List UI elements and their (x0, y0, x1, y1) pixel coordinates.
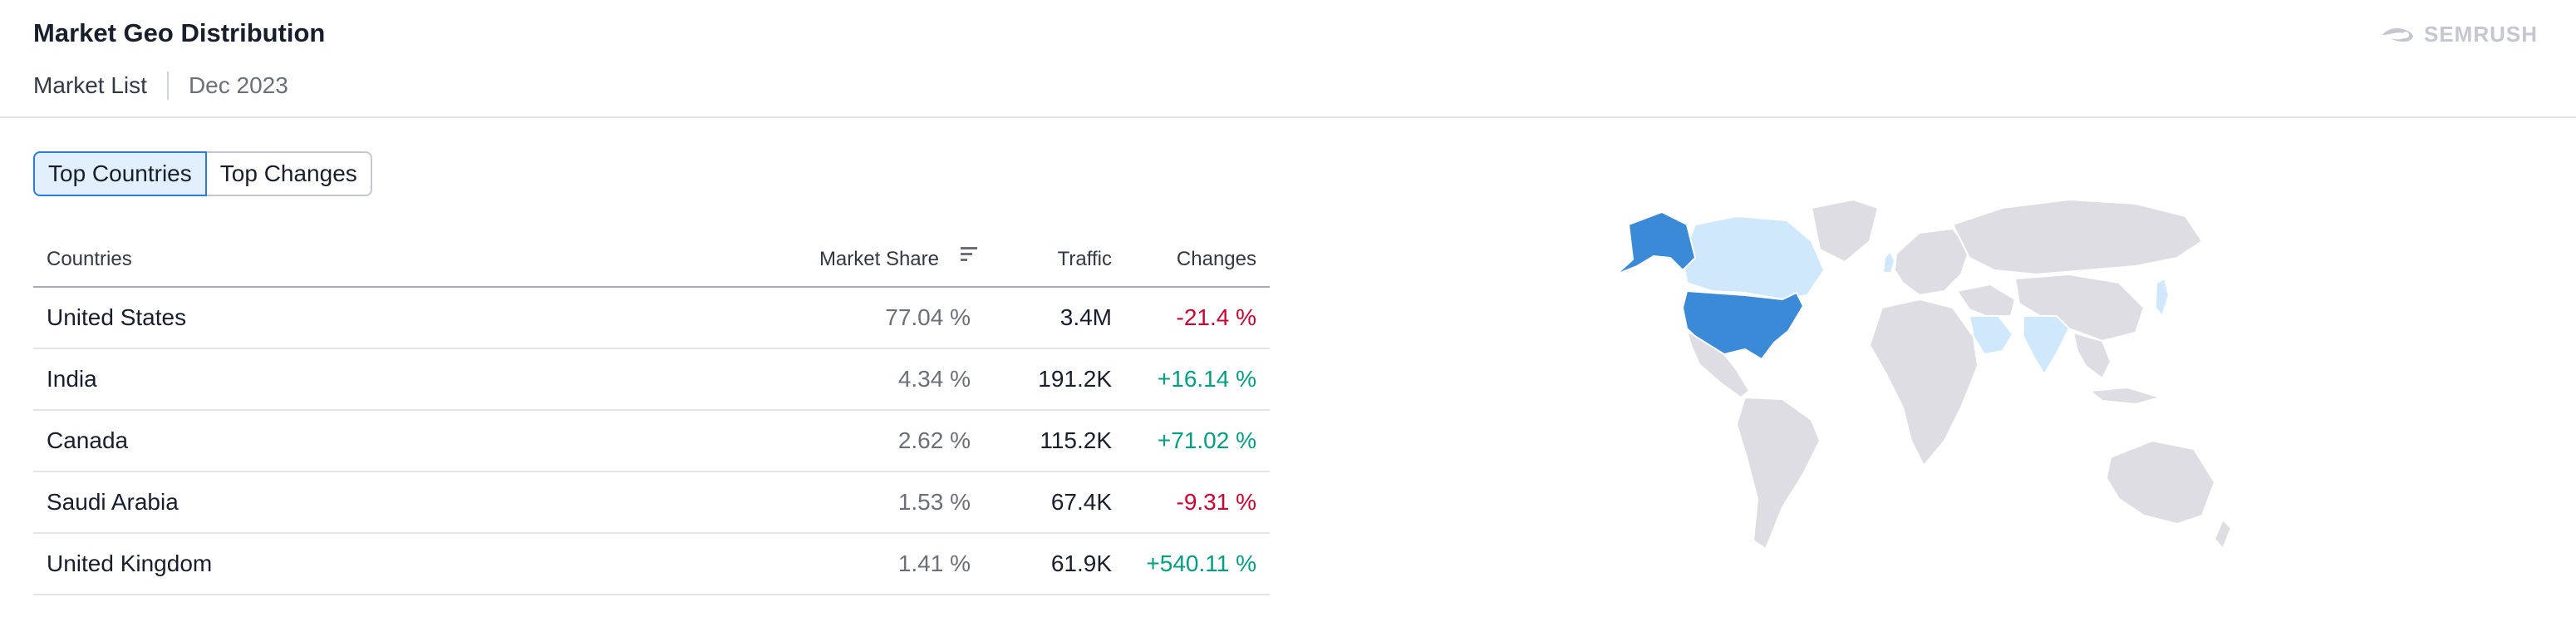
subtitle-bar: Market List Dec 2023 (33, 72, 288, 100)
col-header-countries: Countries (47, 248, 132, 270)
table-row: United States 77.04 % 3.4M -21.4 % (33, 288, 1270, 349)
widget-header: Market Geo Distribution Market List Dec … (0, 0, 2576, 118)
change-value: +71.02 % (1157, 427, 1256, 453)
map-mexico[interactable] (1685, 328, 1751, 399)
traffic-value: 3.4M (1059, 304, 1112, 330)
map-united-kingdom[interactable] (1881, 249, 1896, 274)
tab-switcher: Top Countries Top Changes (33, 151, 372, 196)
market-share-value: 4.34 % (897, 366, 971, 392)
divider (166, 72, 169, 100)
table-row: United Kingdom 1.41 % 61.9K +540.11 % (33, 534, 1270, 595)
map-europe[interactable] (1893, 227, 1971, 297)
map-united-states[interactable] (1681, 289, 1805, 361)
map-india[interactable] (2023, 315, 2071, 376)
traffic-value: 61.9K (1050, 550, 1112, 576)
market-share-value: 2.62 % (897, 427, 971, 453)
country-name[interactable]: Saudi Arabia (47, 489, 179, 515)
semrush-fire-icon (2382, 27, 2413, 42)
country-name[interactable]: Canada (47, 427, 129, 453)
country-name[interactable]: United States (47, 304, 187, 330)
logo-text: SEMRUSH (2423, 22, 2538, 47)
table-row: Saudi Arabia 1.53 % 67.4K -9.31 % (33, 472, 1270, 534)
map-southeast-asia[interactable] (2072, 331, 2112, 380)
country-name[interactable]: India (47, 366, 97, 392)
map-indonesia[interactable] (2087, 386, 2164, 406)
map-africa[interactable] (1868, 298, 1979, 467)
table-row: India 4.34 % 191.2K +16.14 % (33, 349, 1270, 411)
change-value: +16.14 % (1157, 366, 1256, 392)
col-header-changes: Changes (1176, 248, 1256, 270)
market-share-value: 77.04 % (885, 304, 971, 330)
table-row: Canada 2.62 % 115.2K +71.02 % (33, 411, 1270, 472)
map-south-america[interactable] (1735, 396, 1821, 550)
map-canada[interactable] (1681, 215, 1826, 301)
map-middle-east[interactable] (1955, 283, 2017, 317)
sort-icon[interactable] (959, 244, 979, 264)
table-header: Countries Market Share Traffic Changes (33, 235, 1270, 288)
map-alaska[interactable] (1615, 210, 1697, 275)
countries-table: Countries Market Share Traffic Changes U… (33, 235, 1270, 595)
traffic-value: 67.4K (1050, 489, 1112, 515)
country-name[interactable]: United Kingdom (47, 550, 213, 576)
change-value: +540.11 % (1146, 550, 1256, 576)
map-japan[interactable] (2154, 277, 2170, 318)
widget-title: Market Geo Distribution (33, 18, 326, 47)
map-australia[interactable] (2105, 439, 2216, 526)
market-list-link[interactable]: Market List (33, 72, 147, 98)
map-new-zealand[interactable] (2213, 518, 2233, 550)
traffic-value: 191.2K (1038, 366, 1112, 392)
traffic-value: 115.2K (1040, 427, 1112, 453)
market-share-value: 1.53 % (897, 489, 971, 515)
map-greenland[interactable] (1810, 198, 1880, 264)
date-label: Dec 2023 (188, 72, 288, 98)
tab-top-countries[interactable]: Top Countries (33, 151, 207, 196)
map-china[interactable] (2013, 273, 2146, 343)
map-russia[interactable] (1951, 198, 2204, 276)
semrush-logo: SEMRUSH (2381, 22, 2538, 47)
tab-top-changes[interactable]: Top Changes (206, 151, 372, 196)
col-header-market-share[interactable]: Market Share (819, 248, 939, 270)
map-saudi-arabia[interactable] (1968, 315, 2014, 356)
market-share-value: 1.41 % (897, 550, 971, 576)
change-value: -9.31 % (1176, 489, 1257, 515)
change-value: -21.4 % (1176, 304, 1257, 330)
world-map (1615, 198, 2233, 550)
col-header-traffic: Traffic (1057, 248, 1112, 270)
